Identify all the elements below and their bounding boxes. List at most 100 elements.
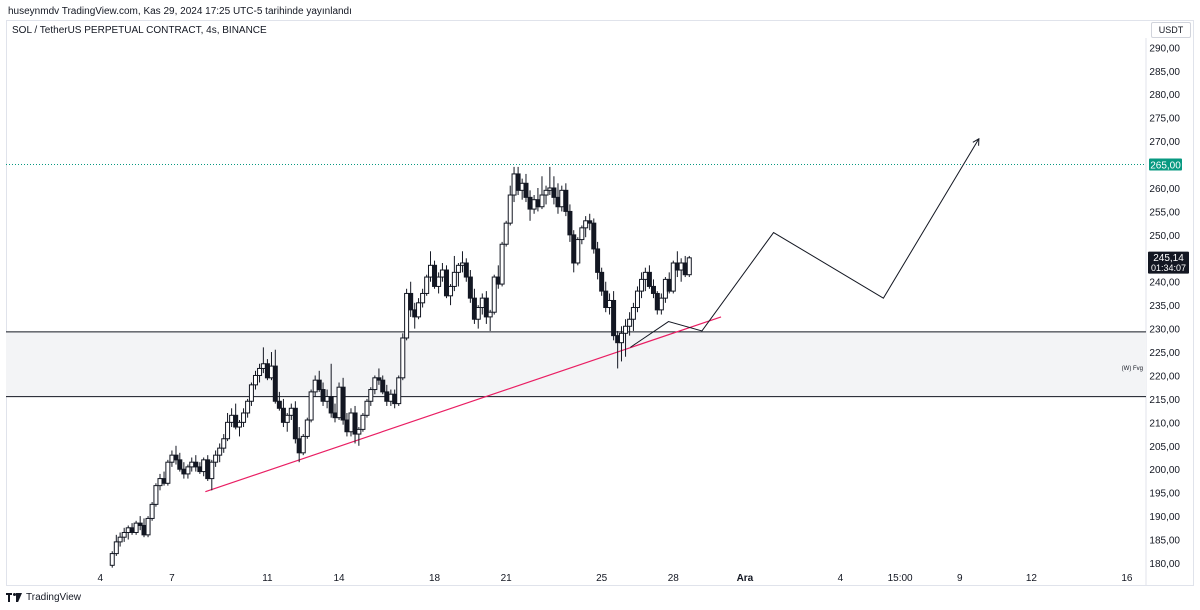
- candle-up: [304, 419, 310, 437]
- candle-up: [145, 517, 151, 536]
- level-label-bg: [1149, 158, 1182, 171]
- candle-up: [245, 400, 251, 414]
- candle-down: [599, 271, 605, 292]
- candle-up: [252, 374, 258, 386]
- y-tick-label: 205,00: [1149, 442, 1180, 453]
- candle-down: [527, 196, 533, 210]
- candle-up: [404, 292, 410, 339]
- projection-path[interactable]: [630, 138, 980, 348]
- x-tick-label: 12: [1026, 573, 1038, 584]
- y-tick-label: 270,00: [1149, 137, 1180, 148]
- candle-up: [241, 412, 247, 423]
- candle-up: [225, 421, 231, 440]
- candle-up: [169, 454, 175, 463]
- candle-up: [260, 363, 266, 369]
- candle-up: [491, 276, 497, 313]
- candle-down: [563, 189, 569, 212]
- candle-up: [229, 414, 235, 423]
- candle-down: [264, 363, 270, 379]
- price-label-value: 245,14: [1153, 253, 1184, 264]
- candle-up: [149, 503, 155, 519]
- y-tick-label: 290,00: [1149, 43, 1180, 54]
- candle-up: [427, 264, 433, 278]
- candle-down: [682, 262, 688, 276]
- level-label-265: 265,00: [1150, 161, 1181, 172]
- candle-up: [451, 271, 457, 287]
- candle-up: [539, 194, 545, 208]
- candle-up: [424, 276, 430, 294]
- candle-down: [603, 290, 609, 309]
- symbol-title[interactable]: SOL / TetherUS PERPETUAL CONTRACT, 4s, B…: [12, 25, 267, 36]
- candle-up: [579, 227, 585, 241]
- candle-down: [292, 407, 298, 440]
- candle-down: [233, 414, 239, 428]
- projection-arrowhead: [972, 137, 980, 146]
- candle-down: [567, 210, 573, 236]
- tradingview-logo-icon: [6, 593, 22, 602]
- candle-down: [181, 468, 187, 475]
- candle-down: [666, 278, 672, 292]
- candle-up: [455, 264, 461, 273]
- candle-up: [630, 307, 636, 320]
- currency-button[interactable]: USDT: [1151, 22, 1191, 38]
- candle-up: [288, 407, 294, 416]
- candle-up: [583, 220, 589, 229]
- support-trendline[interactable]: [205, 316, 722, 493]
- x-tick-label: 9: [957, 573, 963, 584]
- candle-up: [113, 541, 119, 555]
- candle-down: [535, 199, 541, 208]
- chart-frame: [6, 20, 1194, 586]
- x-tick-label: 16: [1121, 573, 1133, 584]
- candle-up: [511, 173, 517, 196]
- candle-up: [559, 189, 565, 208]
- candle-down: [316, 379, 322, 391]
- fvg-zone[interactable]: [6, 331, 1146, 397]
- candle-up: [348, 412, 354, 433]
- candle-up: [324, 396, 330, 402]
- candle-up: [607, 299, 613, 309]
- candle-up: [117, 536, 123, 543]
- x-tick-label: 18: [429, 573, 441, 584]
- candle-up: [618, 332, 624, 344]
- candle-down: [376, 377, 382, 381]
- y-tick-label: 280,00: [1149, 90, 1180, 101]
- candle-down: [587, 220, 593, 224]
- y-tick-label: 235,00: [1149, 301, 1180, 312]
- y-tick-label: 225,00: [1149, 348, 1180, 359]
- x-tick-label: 4: [98, 573, 104, 584]
- y-tick-label: 220,00: [1149, 371, 1180, 382]
- candle-up: [499, 243, 505, 285]
- footer-brand[interactable]: TradingView: [6, 592, 81, 603]
- candle-up: [368, 389, 374, 402]
- y-tick-label: 185,00: [1149, 536, 1180, 547]
- x-tick-label: 21: [501, 573, 513, 584]
- candle-down: [137, 522, 143, 526]
- candle-up: [658, 297, 664, 311]
- candle-up: [439, 269, 445, 278]
- candle-up: [236, 421, 242, 428]
- candle-up: [336, 386, 342, 419]
- candle-down: [523, 182, 529, 198]
- candle-down: [571, 234, 577, 264]
- candle-up: [487, 311, 493, 318]
- candle-up: [372, 377, 378, 391]
- candle-up: [543, 189, 549, 196]
- y-tick-label: 200,00: [1149, 465, 1180, 476]
- candle-up: [670, 262, 676, 292]
- candle-up: [420, 292, 426, 304]
- candle-down: [483, 297, 489, 318]
- x-tick-label: 25: [596, 573, 608, 584]
- candle-up: [209, 461, 215, 480]
- candle-up: [153, 485, 159, 505]
- candle-down: [551, 187, 557, 198]
- candle-down: [352, 412, 358, 435]
- candle-down: [443, 269, 449, 297]
- x-tick-label: 7: [169, 573, 175, 584]
- x-tick-label: 28: [668, 573, 680, 584]
- candle-down: [591, 222, 597, 250]
- candle-up: [623, 325, 629, 334]
- candle-down: [276, 400, 282, 409]
- publish-info: huseynmdv TradingView.com, Kas 29, 2024 …: [8, 6, 352, 17]
- candle-up: [284, 414, 290, 423]
